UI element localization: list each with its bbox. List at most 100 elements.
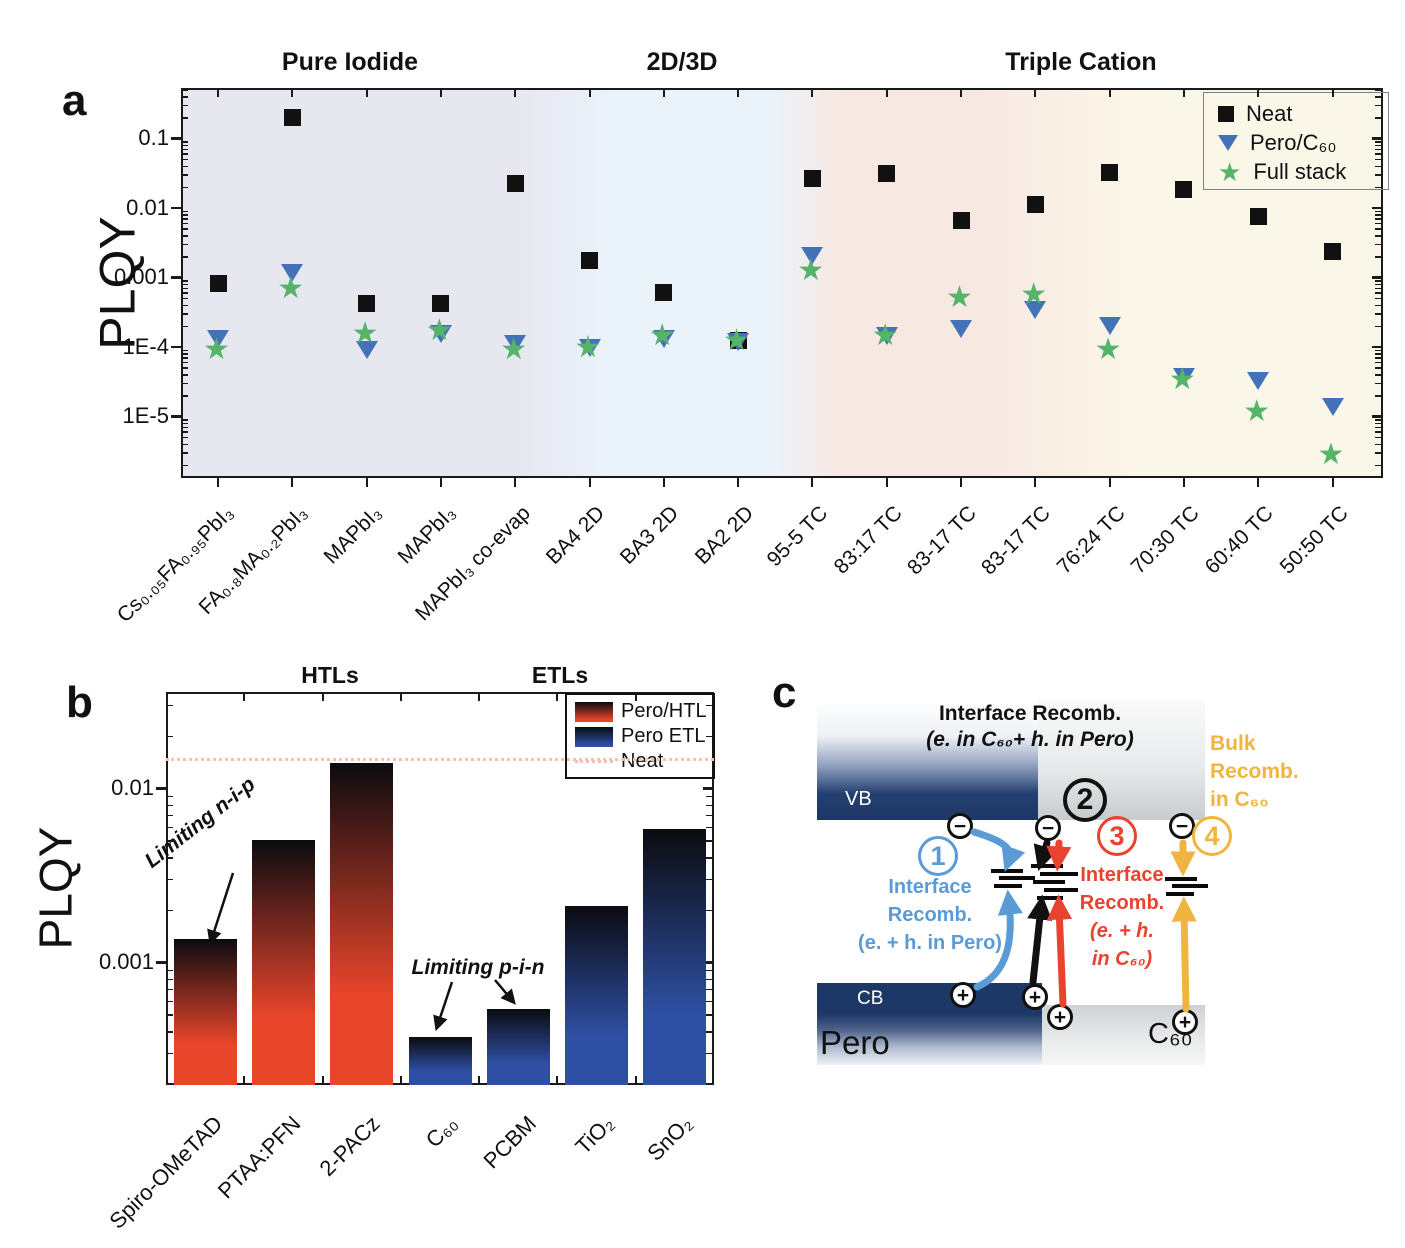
group-header-htls: HTLs [301,662,359,688]
y-axis-minor-tick [182,304,188,307]
y-axis-minor-tick [1375,431,1381,433]
x-axis-tick [243,1076,246,1084]
y-axis-minor-tick [1375,96,1381,98]
y-axis-minor-tick [1375,228,1381,230]
y-axis-tick [1372,415,1382,418]
x-axis-tick [399,1076,402,1084]
x-axis-tick [634,1076,637,1084]
y-axis-minor-tick [182,395,188,397]
x-axis-tick [439,89,442,97]
y-axis-minor-tick [706,1000,712,1003]
y-axis-minor-tick [706,735,712,738]
bar-PTAA:PFN [251,840,315,1085]
y-axis-tick-label: 0.01 [111,775,154,800]
x-axis-tick [439,478,442,487]
y-axis-minor-tick [182,382,188,385]
x-category-label: BA3 2D [616,501,684,569]
scatter-marker-full-stack: ★ [946,281,973,315]
x-category-label: MAPbI₃ [319,501,387,569]
y-axis-minor-tick [706,969,712,972]
y-axis-minor-tick [1375,243,1381,246]
x-axis-tick [811,89,814,97]
x-axis-tick [588,478,591,487]
y-axis-minor-tick [182,353,188,355]
y-axis-minor-tick [706,795,712,798]
y-axis-minor-tick [1375,313,1381,315]
y-axis-tick [156,961,166,964]
scatter-marker-pero-c60 [875,327,898,346]
pero-c60-triangle-marker-icon [1218,134,1238,151]
y-axis-minor-tick [182,431,188,433]
y-axis-minor-tick [167,969,173,972]
scatter-marker-full-stack: ★ [797,254,825,288]
y-axis-tick-label: 0.001 [98,949,154,974]
legend-item-full-stack: ★ Full stack [1218,157,1388,186]
x-axis-tick [556,693,559,701]
y-axis-tick-label: 1E-4 [122,333,169,359]
y-axis-minor-tick [167,735,173,738]
x-axis-tick [365,89,368,97]
scatter-marker-pero-c60 [727,333,750,352]
y-axis-minor-tick [182,283,188,286]
x-category-label: BA4 2D [541,501,610,569]
x-category-label: 83-17 TC [977,501,1056,580]
y-axis-minor-tick [167,804,173,807]
y-axis-minor-tick [1375,443,1381,446]
process-3-text: Recomb. [1079,892,1165,914]
y-axis-tick [171,415,181,418]
y-axis-minor-tick [1375,287,1381,290]
x-category-label: 95-5 TC [762,501,833,572]
panel-b-ylabel: PLQY [28,826,81,950]
bar-Spiro-OMeTAD [173,939,237,1085]
y-axis-minor-tick [1375,117,1381,119]
y-axis-minor-tick [167,988,173,991]
y-axis-minor-tick [182,419,188,421]
y-axis-minor-tick [182,96,188,98]
x-axis-tick [1108,478,1111,487]
y-axis-minor-tick [182,222,188,225]
y-axis-minor-tick [182,228,188,230]
hole-icon: + [1047,1004,1073,1030]
y-axis-tick [171,206,181,209]
y-axis-minor-tick [182,141,188,143]
y-axis-minor-tick [1375,304,1381,307]
y-axis-tick [703,961,713,964]
y-axis-minor-tick [182,158,188,161]
trap-state-icon [1166,892,1194,896]
y-axis-minor-tick [1375,218,1381,220]
process-3-badge: 3 [1097,816,1137,856]
y-axis-minor-tick [1375,235,1381,237]
x-axis-tick [291,478,294,487]
y-axis-minor-tick [1375,104,1381,107]
y-axis-minor-tick [1375,89,1381,91]
y-axis-minor-tick [167,1000,173,1003]
y-axis-minor-tick [182,256,188,258]
y-axis-minor-tick [1375,165,1381,168]
pero-htl-swatch-icon [575,701,613,722]
panel-a-legend: Neat Pero/C₆₀ ★ Full stack [1203,92,1389,190]
legend-item-pero-c60: Pero/C₆₀ [1218,128,1388,157]
x-axis-tick [478,693,481,701]
x-axis-tick [662,89,665,97]
trap-state-icon [1033,880,1065,884]
y-axis-minor-tick [1375,153,1381,155]
process-1-text: (e. + h. in Pero) [858,932,1002,954]
group-header-etls: ETLs [531,662,589,688]
y-axis-minor-tick [182,367,188,369]
process-3-text: (e. + h. [1090,920,1154,942]
y-axis-tick [1372,137,1382,140]
scatter-marker-pero-c60 [281,263,304,282]
hole-icon: + [1022,984,1048,1010]
y-axis-minor-tick [1375,464,1381,467]
y-axis-minor-tick [1375,382,1381,385]
y-axis-minor-tick [182,218,188,220]
x-category-label: BA2 2D [690,501,758,569]
panel-b-legend: Pero/HTL Pero ETL Neat [565,693,715,779]
x-category-label: C₆₀ [420,1110,463,1153]
y-axis-minor-tick [167,814,173,817]
x-category-label: 60:40 TC [1200,501,1278,579]
x-category-label: PTAA:PFN [213,1110,306,1204]
y-axis-minor-tick [1375,395,1381,397]
scatter-marker-neat [655,283,673,301]
y-axis-minor-tick [182,280,188,282]
